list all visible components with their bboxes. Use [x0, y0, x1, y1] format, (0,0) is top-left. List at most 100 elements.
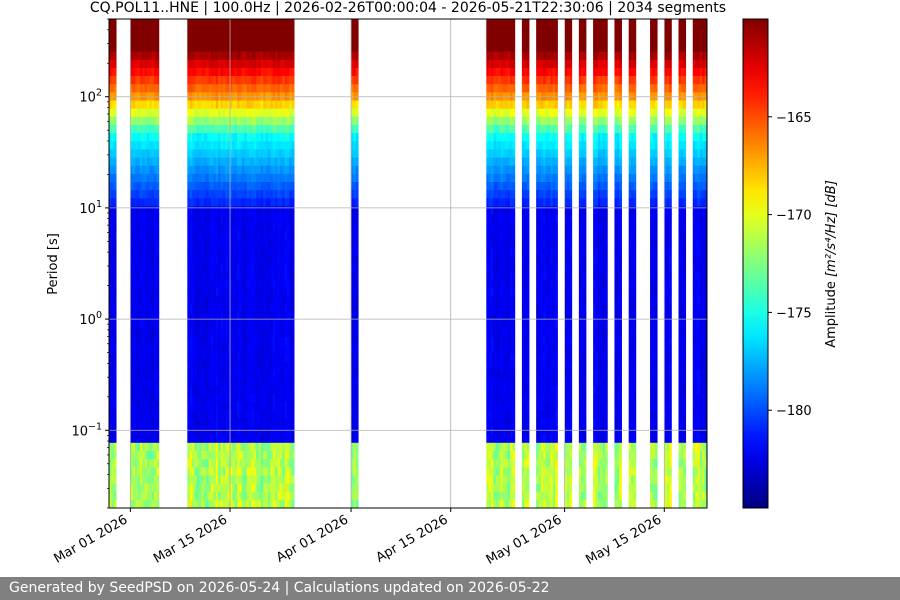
heatmap-cell	[144, 59, 148, 69]
heatmap-cell	[507, 43, 511, 52]
heatmap-cell	[256, 483, 259, 493]
heatmap-cell	[540, 287, 544, 297]
heatmap-cell	[208, 19, 212, 28]
heatmap-cell	[156, 483, 160, 493]
heatmap-cell	[222, 393, 226, 403]
heatmap-cell	[282, 410, 285, 419]
heatmap-cell	[270, 149, 274, 158]
heatmap-cell	[260, 361, 264, 370]
heatmap-cell	[156, 287, 160, 297]
heatmap-cell	[488, 320, 492, 330]
heatmap-cell	[208, 108, 212, 118]
heatmap-cell	[258, 19, 262, 28]
heatmap-cell	[543, 116, 547, 126]
heatmap-cell	[241, 459, 245, 468]
heatmap-cell	[272, 296, 276, 305]
heatmap-cell	[272, 255, 276, 264]
heatmap-cell	[486, 345, 490, 354]
heatmap-cell	[505, 304, 509, 313]
heatmap-cell	[256, 182, 259, 191]
heatmap-cell	[111, 247, 115, 256]
heatmap-cell	[187, 206, 191, 215]
heatmap-cell	[208, 230, 212, 240]
heatmap-cell	[275, 100, 278, 110]
heatmap-cell	[227, 385, 231, 395]
heatmap-cell	[538, 43, 542, 52]
heatmap-cell	[524, 442, 528, 452]
heatmap-cell	[265, 116, 269, 126]
heatmap-cell	[536, 393, 539, 403]
heatmap-cell	[526, 369, 530, 378]
heatmap-cell	[111, 410, 115, 419]
heatmap-cell	[218, 133, 221, 142]
heatmap-cell	[524, 141, 528, 150]
heatmap-cell	[225, 141, 229, 150]
heatmap-cell	[203, 222, 207, 232]
heatmap-cell	[151, 124, 155, 134]
heatmap-cell	[144, 410, 148, 419]
heatmap-cell	[502, 393, 506, 403]
heatmap-cell	[543, 214, 547, 224]
heatmap-cell	[222, 467, 226, 476]
heatmap-cell	[275, 255, 278, 264]
heatmap-cell	[211, 190, 214, 199]
heatmap-cell	[351, 393, 354, 403]
heatmap-cell	[144, 157, 148, 167]
heatmap-cell	[151, 426, 155, 436]
heatmap-cell	[277, 165, 281, 175]
heatmap-cell	[286, 190, 290, 199]
heatmap-cell	[258, 304, 262, 313]
heatmap-cell	[545, 304, 549, 313]
heatmap-cell	[244, 35, 248, 44]
heatmap-cell	[189, 133, 193, 142]
heatmap-cell	[146, 230, 150, 240]
heatmap-cell	[526, 190, 530, 199]
heatmap-cell	[246, 312, 250, 321]
heatmap-cell	[237, 165, 240, 175]
heatmap-cell	[521, 450, 525, 460]
heatmap-cell	[154, 345, 157, 354]
heatmap-cell	[234, 328, 238, 338]
heatmap-cell	[154, 173, 157, 183]
heatmap-cell	[139, 459, 143, 468]
heatmap-cell	[500, 475, 504, 484]
heatmap-cell	[536, 67, 539, 77]
heatmap-cell	[234, 43, 238, 52]
heatmap-cell	[488, 190, 492, 199]
heatmap-cell	[151, 402, 155, 411]
heatmap-cell	[510, 100, 513, 110]
heatmap-cell	[194, 190, 198, 199]
heatmap-cell	[526, 182, 530, 191]
heatmap-cell	[146, 43, 150, 52]
heatmap-cell	[232, 173, 236, 183]
heatmap-cell	[548, 141, 551, 150]
heatmap-cell	[201, 27, 205, 36]
heatmap-cell	[218, 165, 221, 175]
heatmap-cell	[545, 442, 549, 452]
heatmap-cell	[203, 459, 207, 468]
heatmap-cell	[201, 304, 205, 313]
heatmap-cell	[220, 450, 224, 460]
heatmap-cell	[189, 312, 193, 321]
heatmap-cell	[220, 67, 224, 77]
heatmap-cell	[142, 402, 145, 411]
heatmap-cell	[146, 377, 150, 387]
heatmap-cell	[291, 206, 295, 215]
heatmap-cell	[507, 230, 511, 240]
heatmap-cell	[279, 19, 283, 28]
heatmap-cell	[251, 67, 255, 77]
heatmap-cell	[213, 434, 217, 444]
heatmap-cell	[265, 483, 269, 493]
heatmap-cell	[275, 426, 278, 436]
heatmap-cell	[526, 312, 530, 321]
heatmap-cell	[239, 491, 243, 501]
heatmap-cell	[486, 230, 490, 240]
heatmap-cell	[351, 247, 354, 256]
heatmap-cell	[225, 459, 229, 468]
heatmap-cell	[502, 320, 506, 330]
heatmap-cell	[275, 182, 278, 191]
heatmap-cell	[220, 459, 224, 468]
heatmap-cell	[493, 467, 497, 476]
heatmap-cell	[192, 467, 195, 476]
heatmap-cell	[211, 239, 214, 248]
